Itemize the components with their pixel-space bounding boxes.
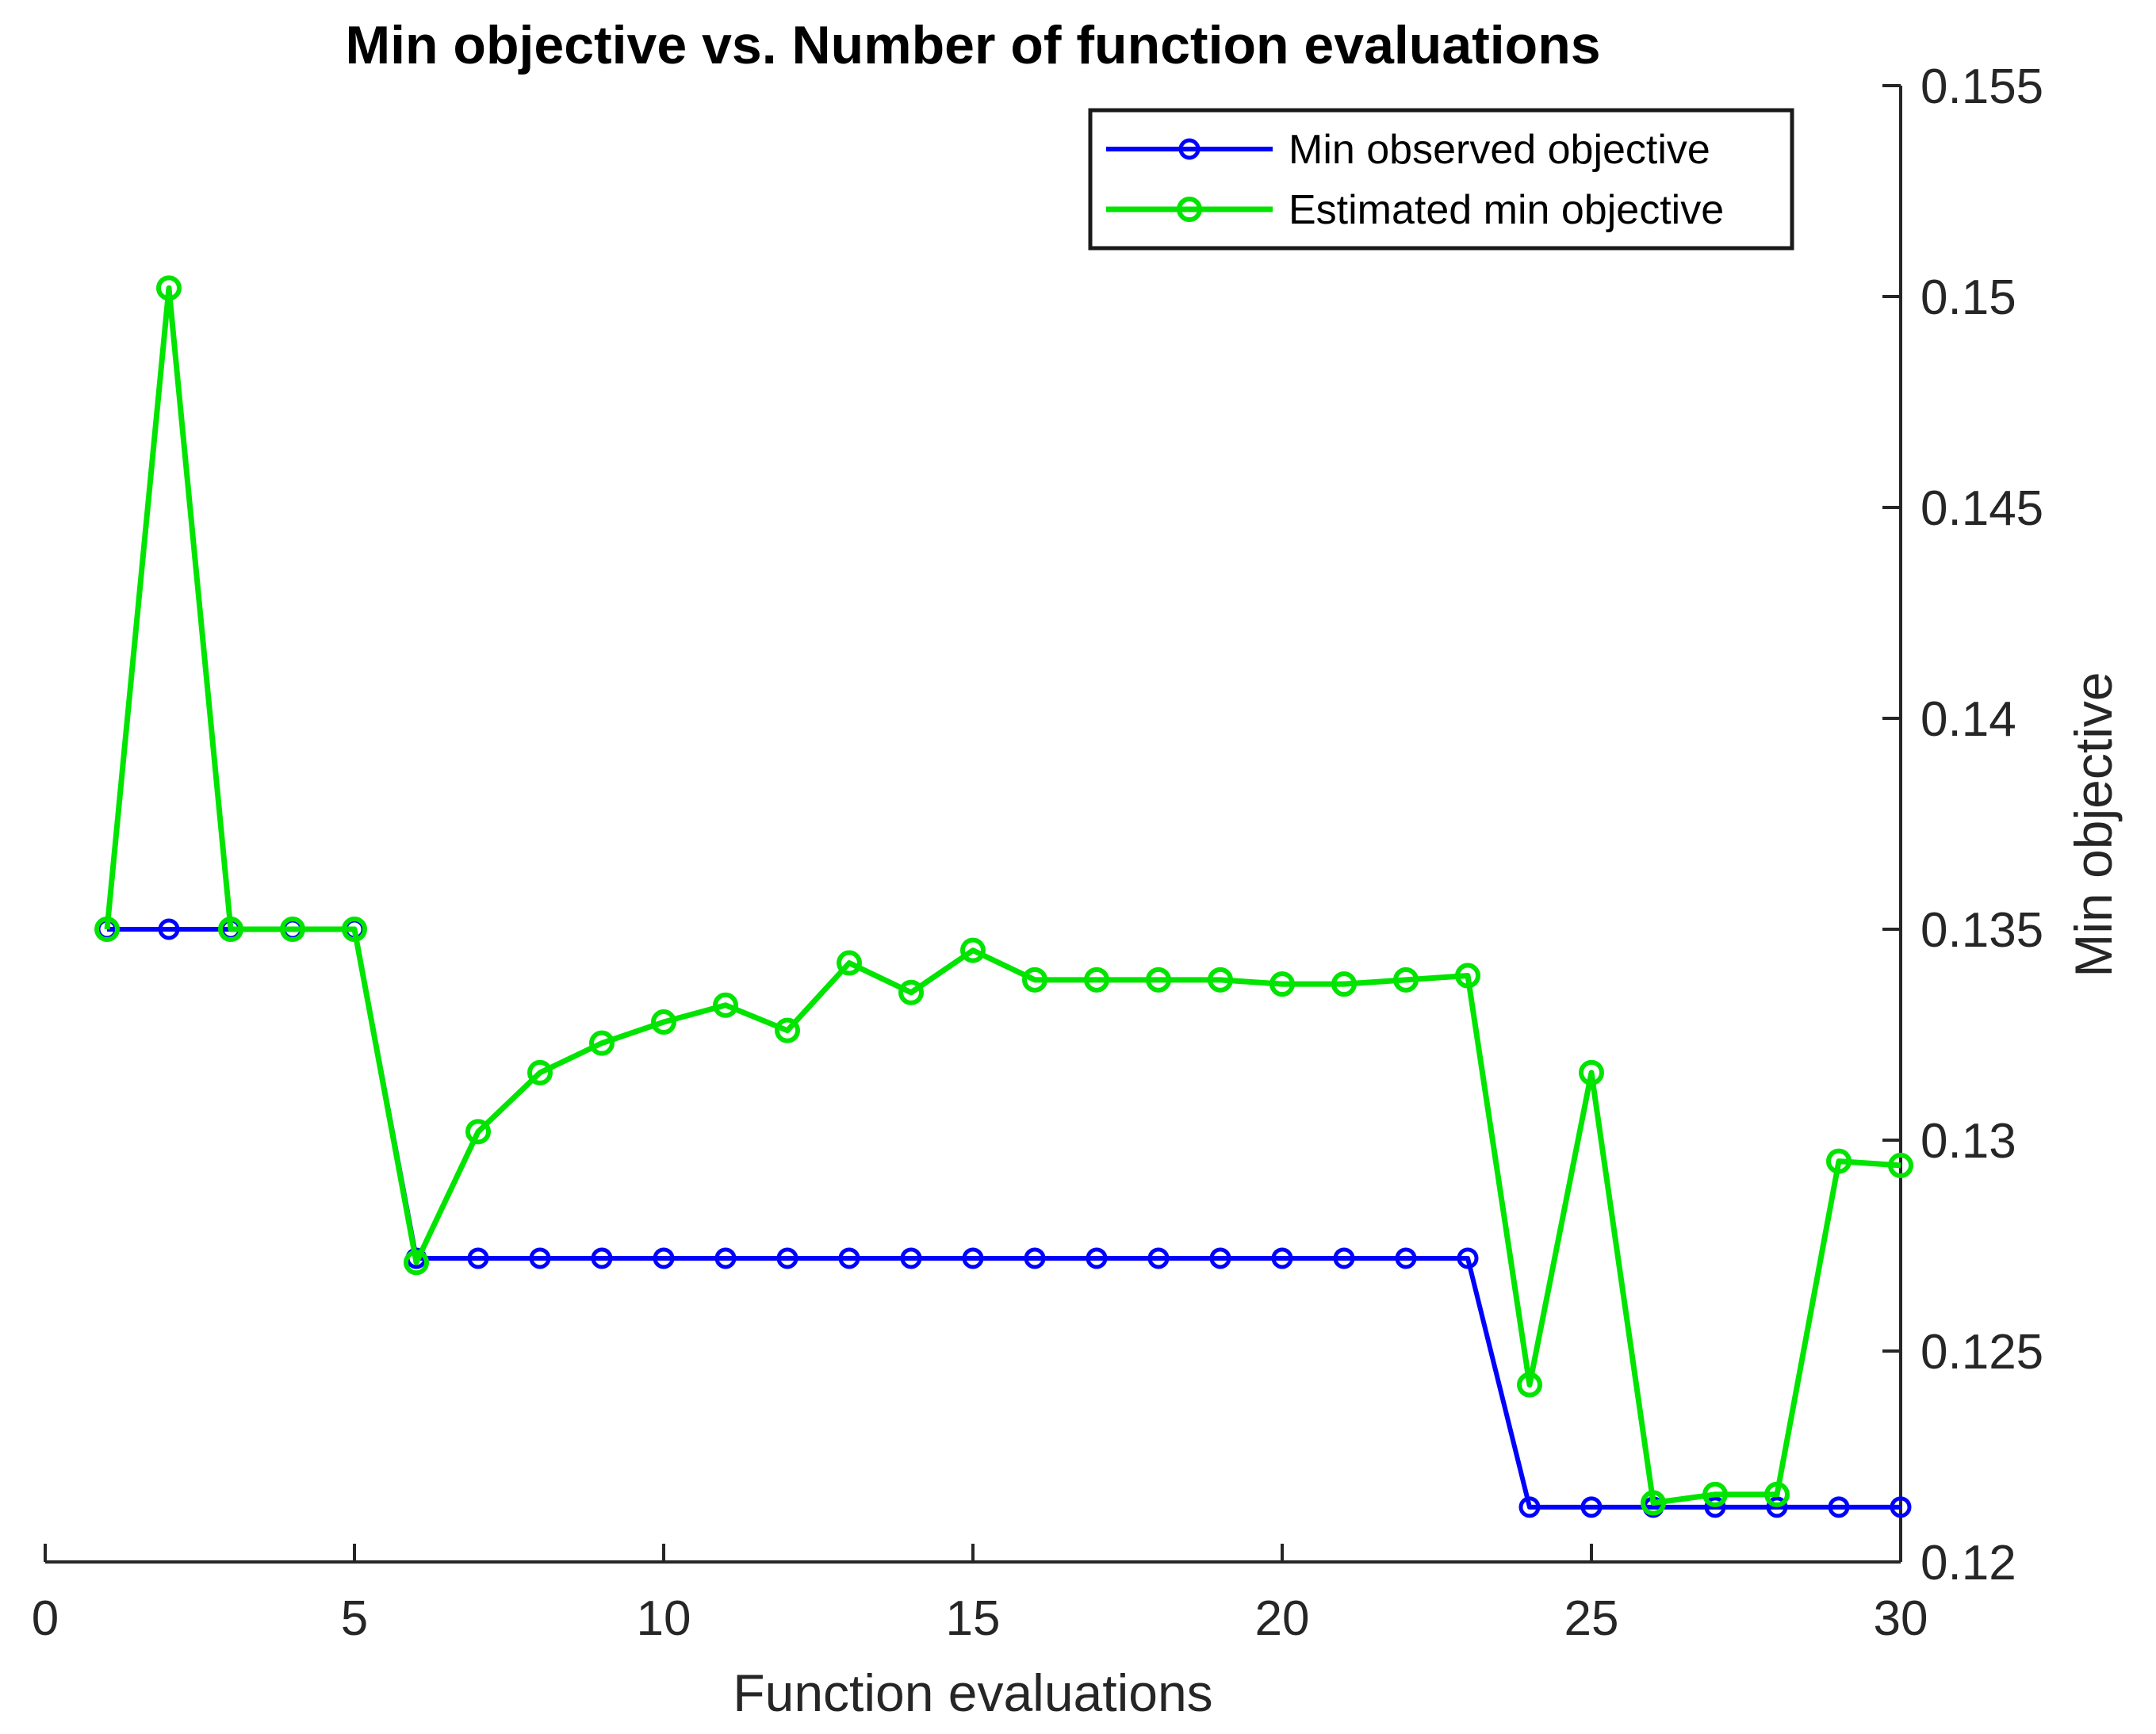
data-point-marker-0 [591, 1247, 613, 1269]
data-point-marker-0 [529, 1247, 551, 1269]
data-point-marker-1 [775, 1017, 800, 1043]
legend-box [1088, 108, 1794, 251]
data-point-marker-1 [1579, 1059, 1604, 1085]
y-tick-label: 0.145 [1920, 481, 2043, 536]
data-point-marker-1 [280, 917, 305, 942]
data-point-marker-0 [1086, 1247, 1108, 1269]
y-tick-label: 0.15 [1920, 270, 2016, 325]
data-point-marker-1 [1146, 967, 1171, 993]
y-axis-label: Min objective [2064, 672, 2123, 977]
data-point-marker-0 [1890, 1496, 1912, 1518]
y-tick-label: 0.135 [1920, 903, 2043, 958]
data-point-marker-1 [156, 275, 182, 301]
x-axis-label: Function evaluations [733, 1663, 1212, 1722]
data-point-marker-1 [94, 917, 120, 942]
data-point-marker-1 [342, 917, 367, 942]
data-point-marker-0 [1209, 1247, 1231, 1269]
data-point-marker-1 [1393, 967, 1419, 993]
x-tick-label: 0 [32, 1591, 59, 1646]
data-point-marker-1 [898, 979, 924, 1005]
legend: Min observed objective Estimated min obj… [1088, 108, 1794, 251]
data-point-marker-0 [1024, 1247, 1046, 1269]
data-point-marker-1 [651, 1009, 676, 1035]
data-point-marker-0 [1766, 1496, 1788, 1518]
data-point-marker-0 [1333, 1247, 1355, 1269]
x-tick-label: 25 [1564, 1591, 1619, 1646]
data-point-marker-1 [1764, 1481, 1790, 1507]
series-line-1 [104, 285, 1901, 1506]
y-tick-label: 0.13 [1920, 1114, 2016, 1169]
data-point-marker-0 [1457, 1247, 1479, 1269]
data-point-marker-0 [838, 1247, 860, 1269]
y-tick-label: 0.14 [1920, 692, 2016, 747]
x-tick-label: 15 [946, 1591, 1001, 1646]
y-tick-label: 0.12 [1920, 1536, 2016, 1590]
y-tick-label: 0.125 [1920, 1325, 2043, 1380]
data-point-marker-1 [465, 1119, 491, 1145]
data-point-marker-1 [1269, 971, 1295, 997]
y-tick-label: 0.155 [1920, 59, 2043, 114]
data-point-marker-1 [1208, 967, 1233, 993]
data-point-marker-0 [900, 1247, 922, 1269]
x-tick-label: 20 [1255, 1591, 1310, 1646]
legend-label-estimated: Estimated min objective [1289, 187, 1724, 233]
data-point-marker-1 [218, 917, 243, 942]
data-point-marker-1 [1084, 967, 1109, 993]
data-point-marker-0 [1395, 1247, 1417, 1269]
data-point-marker-0 [467, 1247, 489, 1269]
data-point-marker-1 [1888, 1152, 1913, 1178]
data-point-marker-1 [960, 937, 986, 963]
data-point-marker-0 [776, 1247, 798, 1269]
chart-title: Min objective vs. Number of function eva… [345, 15, 1600, 75]
data-point-marker-0 [158, 918, 180, 940]
data-point-marker-0 [1147, 1247, 1170, 1269]
x-tick-label: 5 [341, 1591, 368, 1646]
data-point-marker-1 [1331, 971, 1357, 997]
data-point-marker-0 [1271, 1247, 1293, 1269]
data-point-marker-1 [527, 1059, 553, 1085]
data-point-marker-1 [1455, 963, 1480, 989]
data-point-marker-1 [837, 950, 862, 976]
legend-sample-marker-min-observed [1178, 138, 1201, 160]
data-series [94, 275, 1913, 1518]
data-point-marker-0 [714, 1247, 737, 1269]
data-point-marker-0 [962, 1247, 984, 1269]
data-point-marker-0 [653, 1247, 675, 1269]
data-point-marker-0 [1704, 1496, 1726, 1518]
data-point-marker-1 [1702, 1481, 1728, 1507]
data-point-marker-1 [1641, 1490, 1666, 1516]
axes: 0 5 10 15 20 25 30 0.155 0.15 0.145 0.14 0.135 0.13 0… [32, 59, 2043, 1646]
data-point-marker-1 [589, 1030, 615, 1056]
legend-sample-marker-estimated [1177, 197, 1202, 222]
legend-label-min-observed: Min observed objective [1289, 127, 1710, 173]
data-point-marker-0 [1580, 1496, 1603, 1518]
data-point-marker-0 [1828, 1496, 1850, 1518]
data-point-marker-1 [1517, 1372, 1542, 1398]
x-tick-label: 30 [1874, 1591, 1928, 1646]
data-point-marker-1 [1826, 1148, 1852, 1174]
data-point-marker-1 [1022, 967, 1047, 993]
data-point-marker-1 [404, 1250, 429, 1276]
data-point-marker-0 [1518, 1496, 1541, 1518]
data-point-marker-1 [713, 992, 738, 1018]
x-tick-label: 10 [637, 1591, 691, 1646]
series-line-0 [107, 927, 1901, 1510]
